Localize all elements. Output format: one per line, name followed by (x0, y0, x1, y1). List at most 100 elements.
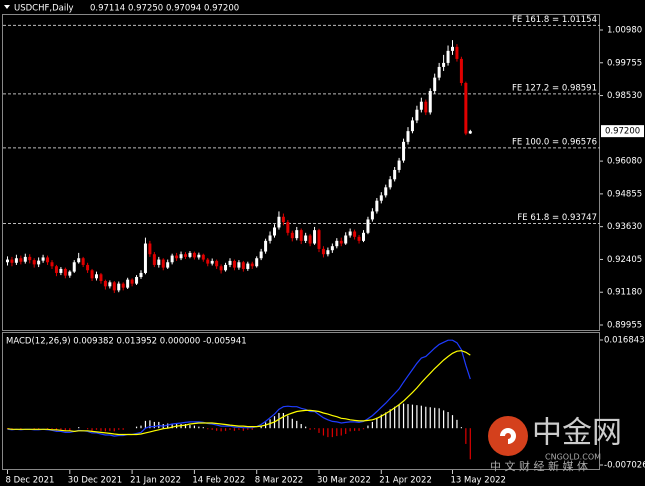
y-tick-label: 1.00980 (607, 26, 642, 36)
logo-circle (488, 416, 528, 456)
candle-body (326, 250, 330, 255)
candle-body (290, 232, 294, 239)
fib-label: FE 100.0 = 0.96576 (512, 137, 597, 147)
quote-value: 0.97250 (128, 4, 163, 14)
macd-title: MACD(12,26,9) 0.009382 0.013952 0.000000… (6, 337, 247, 347)
candle-body (112, 282, 116, 291)
candle-body (81, 258, 85, 265)
candle-body (10, 259, 14, 263)
x-tick-label: 13 May 2022 (451, 476, 506, 486)
candle-body (77, 258, 81, 263)
fib-label: FE 61.8 = 0.93747 (517, 213, 597, 223)
last-price-box (601, 125, 644, 138)
y-tick-label: 0.91180 (607, 288, 642, 298)
candle-body (379, 195, 383, 201)
logo-site: CNGOLD.COM (545, 453, 601, 462)
candle-body (259, 251, 263, 259)
candle-body (161, 259, 165, 268)
candle-body (103, 280, 107, 287)
candle-body (330, 246, 334, 251)
candle-body (99, 274, 103, 281)
candle-body (388, 179, 392, 188)
candle-body (366, 219, 370, 233)
candle-body (370, 211, 374, 220)
candle-body (95, 274, 98, 279)
candle-body (335, 240, 339, 247)
candle-body (135, 276, 139, 284)
candle-body (451, 46, 454, 51)
x-tick-label: 21 Jan 2022 (130, 476, 181, 486)
candle-body (188, 252, 192, 257)
last-price-label: 0.97200 (605, 127, 640, 137)
candle-body (72, 262, 76, 272)
candle-body (273, 227, 276, 236)
candle-body (437, 66, 441, 78)
candle-body (442, 62, 446, 67)
candle-body (130, 279, 134, 284)
candle-body (299, 230, 303, 241)
candle-body (419, 101, 423, 110)
candle-body (215, 260, 219, 267)
x-tick-label: 14 Feb 2022 (192, 476, 245, 486)
candle-body (68, 271, 72, 276)
candle-body (19, 258, 23, 262)
candle-body (152, 254, 156, 265)
candle-body (250, 263, 254, 267)
x-tick-label: 8 Mar 2022 (255, 476, 303, 486)
candle-body (197, 254, 201, 258)
candle-body (433, 77, 437, 92)
y-tick-label: 0.93630 (607, 222, 642, 232)
candle-body (455, 46, 459, 59)
candle-body (139, 272, 143, 277)
x-tick-label: 21 Apr 2022 (379, 476, 432, 486)
y-tick-label: 0.94855 (607, 189, 642, 199)
candle-body (232, 260, 236, 268)
candle-body (175, 255, 179, 259)
candle-body (286, 222, 290, 233)
price-pane (2, 14, 600, 331)
x-tick-label: 30 Mar 2022 (317, 476, 371, 486)
candle-body (446, 50, 450, 63)
candle-body (228, 260, 232, 265)
y-tick-label: 0.99755 (607, 58, 642, 68)
candle-body (224, 264, 228, 271)
candle-body (268, 235, 272, 241)
candle-body (28, 256, 32, 261)
candle-body (344, 235, 348, 244)
candle-body (339, 240, 343, 244)
candle-body (308, 235, 312, 244)
candle-body (14, 258, 18, 263)
y-tick-label: 0.96080 (607, 157, 642, 167)
candle-body (126, 279, 130, 288)
candle-body (277, 216, 281, 228)
candle-body (317, 230, 321, 249)
candle-body (166, 262, 170, 268)
candle-body (459, 58, 463, 83)
candle-body (86, 264, 90, 271)
candle-body (237, 262, 241, 268)
candle-body (170, 255, 174, 263)
chart-title: USDCHF,Daily (14, 4, 74, 14)
macd-line (7, 339, 471, 437)
candle-body (264, 240, 268, 252)
candle-body (6, 259, 9, 263)
candle-body (179, 254, 183, 259)
candle-body (143, 243, 147, 273)
candle-body (353, 231, 357, 237)
logo-name: 中金网 (532, 416, 622, 451)
candle-body (428, 91, 432, 113)
x-tick-label: 8 Dec 2021 (6, 476, 55, 486)
candle-body (362, 232, 365, 241)
candle-body (375, 200, 379, 212)
candle-body (464, 82, 468, 134)
quote-value: 0.97114 (90, 4, 125, 14)
candle-body (37, 260, 41, 265)
candle-body (241, 262, 245, 269)
y-tick-label: -0.007026 (604, 461, 645, 471)
candle-body (304, 235, 308, 241)
candle-body (201, 254, 205, 260)
title-arrow (4, 5, 10, 9)
y-tick-label: 0.016843 (604, 336, 645, 346)
y-tick-label: 0.89955 (607, 320, 642, 330)
